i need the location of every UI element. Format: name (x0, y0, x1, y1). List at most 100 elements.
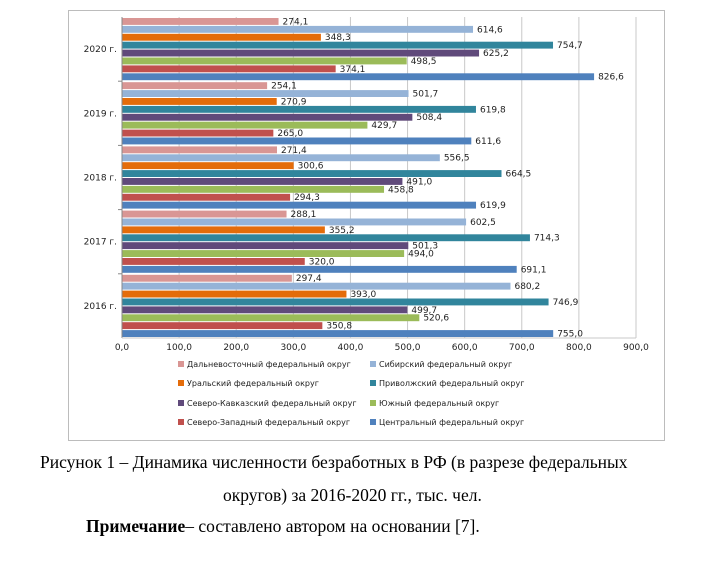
bar-value-label: 297,4 (296, 274, 322, 284)
chart-data-labels: 274,1 614,6 348,3 754,7 625,2 498,5 374,1 826,6… (271, 17, 624, 339)
bar (122, 185, 385, 193)
x-tick-label: 100,0 (166, 343, 192, 353)
bar-value-label: 501,3 (412, 242, 438, 252)
bar (122, 274, 292, 282)
bar (122, 265, 517, 273)
bar-value-label: 499,7 (411, 306, 437, 316)
bar-value-label: 374,1 (340, 65, 366, 75)
bar-value-label: 508,4 (416, 113, 442, 123)
bar-value-label: 664,5 (506, 170, 532, 180)
chart-axes: 0,0 100,0 200,0 300,0 400,0 500,0 600,0 700,0 80… (84, 17, 649, 353)
bar-value-label: 714,3 (534, 234, 560, 244)
legend-label: Приволжский федеральный округ (379, 379, 524, 388)
bar-value-label: 254,1 (271, 82, 297, 92)
legend-swatch (178, 361, 184, 367)
chart-grid (121, 17, 637, 338)
bar (122, 49, 480, 57)
legend-swatch (370, 361, 376, 367)
figure-caption-line-2: округов) за 2016-2020 гг., тыс. чел. (223, 485, 482, 505)
category-label: 2018 г. (84, 174, 117, 184)
bar-value-label: 691,1 (521, 265, 547, 275)
x-tick-label: 800,0 (566, 343, 592, 353)
bar-value-label: 680,2 (514, 282, 540, 292)
bar (122, 322, 323, 330)
bar (122, 33, 321, 41)
bar (122, 306, 408, 314)
legend-label: Южный федеральный округ (379, 399, 499, 408)
bar (122, 57, 407, 65)
bar-value-label: 491,0 (406, 177, 432, 187)
figure-caption-line-1: Рисунок 1 – Динамика численности безрабо… (40, 452, 628, 472)
bar-value-label: 556,5 (444, 154, 470, 164)
bar (122, 154, 440, 162)
bar (122, 170, 502, 177)
bar-value-label: 501,7 (413, 90, 439, 100)
bar-value-label: 755,0 (557, 330, 583, 340)
bar (122, 282, 511, 290)
x-tick-label: 900,0 (623, 343, 649, 353)
bar (122, 250, 405, 257)
bar-value-label: 350,8 (326, 322, 352, 332)
bar (122, 162, 294, 170)
bar (122, 82, 268, 90)
figure-note: Примечание– составлено автором на основа… (86, 516, 480, 537)
bar-value-label: 494,0 (408, 250, 434, 260)
bar-value-label: 270,9 (281, 97, 307, 107)
bar-value-label: 602,5 (470, 218, 496, 228)
bar (122, 178, 403, 185)
bar (122, 193, 291, 201)
legend-label: Уральский федеральный округ (187, 379, 319, 388)
figure-note-label: Примечание (86, 516, 186, 536)
bar-value-label: 625,2 (483, 49, 509, 59)
category-label: 2020 г. (84, 45, 117, 55)
x-tick-label: 600,0 (452, 343, 478, 353)
bar (122, 226, 325, 234)
bar (122, 234, 530, 242)
x-tick-label: 300,0 (280, 343, 306, 353)
bar-value-label: 754,7 (557, 41, 583, 51)
bar (122, 41, 554, 49)
bar-value-label: 393,0 (350, 290, 376, 300)
bar (122, 137, 472, 145)
bar-value-label: 614,6 (477, 25, 503, 35)
bar (122, 113, 413, 121)
x-tick-label: 200,0 (223, 343, 249, 353)
category-label: 2019 г. (84, 109, 117, 119)
bar (122, 290, 347, 298)
bar (122, 98, 277, 105)
bar-value-label: 619,9 (480, 201, 506, 211)
legend-label: Сибирский федеральный округ (379, 360, 512, 369)
bar (122, 201, 477, 209)
bar-value-label: 271,4 (281, 146, 307, 156)
legend-label: Дальневосточный федеральный округ (187, 360, 351, 369)
bar (122, 258, 305, 265)
chart-frame (68, 10, 665, 441)
chart-bars (122, 18, 595, 337)
bar (122, 25, 474, 33)
bar (122, 314, 420, 322)
bar-value-label: 458,8 (388, 185, 414, 195)
bar-value-label: 619,8 (480, 105, 506, 115)
x-tick-label: 500,0 (395, 343, 421, 353)
legend-swatch (178, 400, 184, 406)
bar (122, 121, 368, 129)
category-label: 2017 г. (84, 238, 117, 248)
bar-value-label: 320,0 (309, 257, 335, 267)
bar-chart: 274,1 614,6 348,3 754,7 625,2 498,5 374,1 826,6… (84, 17, 649, 427)
bar (122, 298, 549, 306)
legend-swatch (370, 380, 376, 386)
bar-value-label: 826,6 (598, 73, 624, 83)
legend-label: Северо-Кавказский федеральный округ (187, 399, 357, 408)
figure-note-text: – составлено автором на основании [7]. (185, 516, 480, 536)
bar-value-label: 348,3 (325, 33, 351, 43)
legend-label: Северо-Западный федеральный округ (187, 418, 350, 427)
legend-swatch (370, 419, 376, 425)
bar (122, 90, 409, 97)
bar (122, 218, 467, 226)
x-tick-label: 0,0 (115, 343, 130, 353)
bar-value-label: 274,1 (283, 17, 309, 27)
bar-value-label: 746,9 (553, 298, 579, 308)
bar-value-label: 265,0 (277, 129, 303, 139)
bar-value-label: 294,3 (294, 193, 320, 203)
legend-swatch (370, 400, 376, 406)
